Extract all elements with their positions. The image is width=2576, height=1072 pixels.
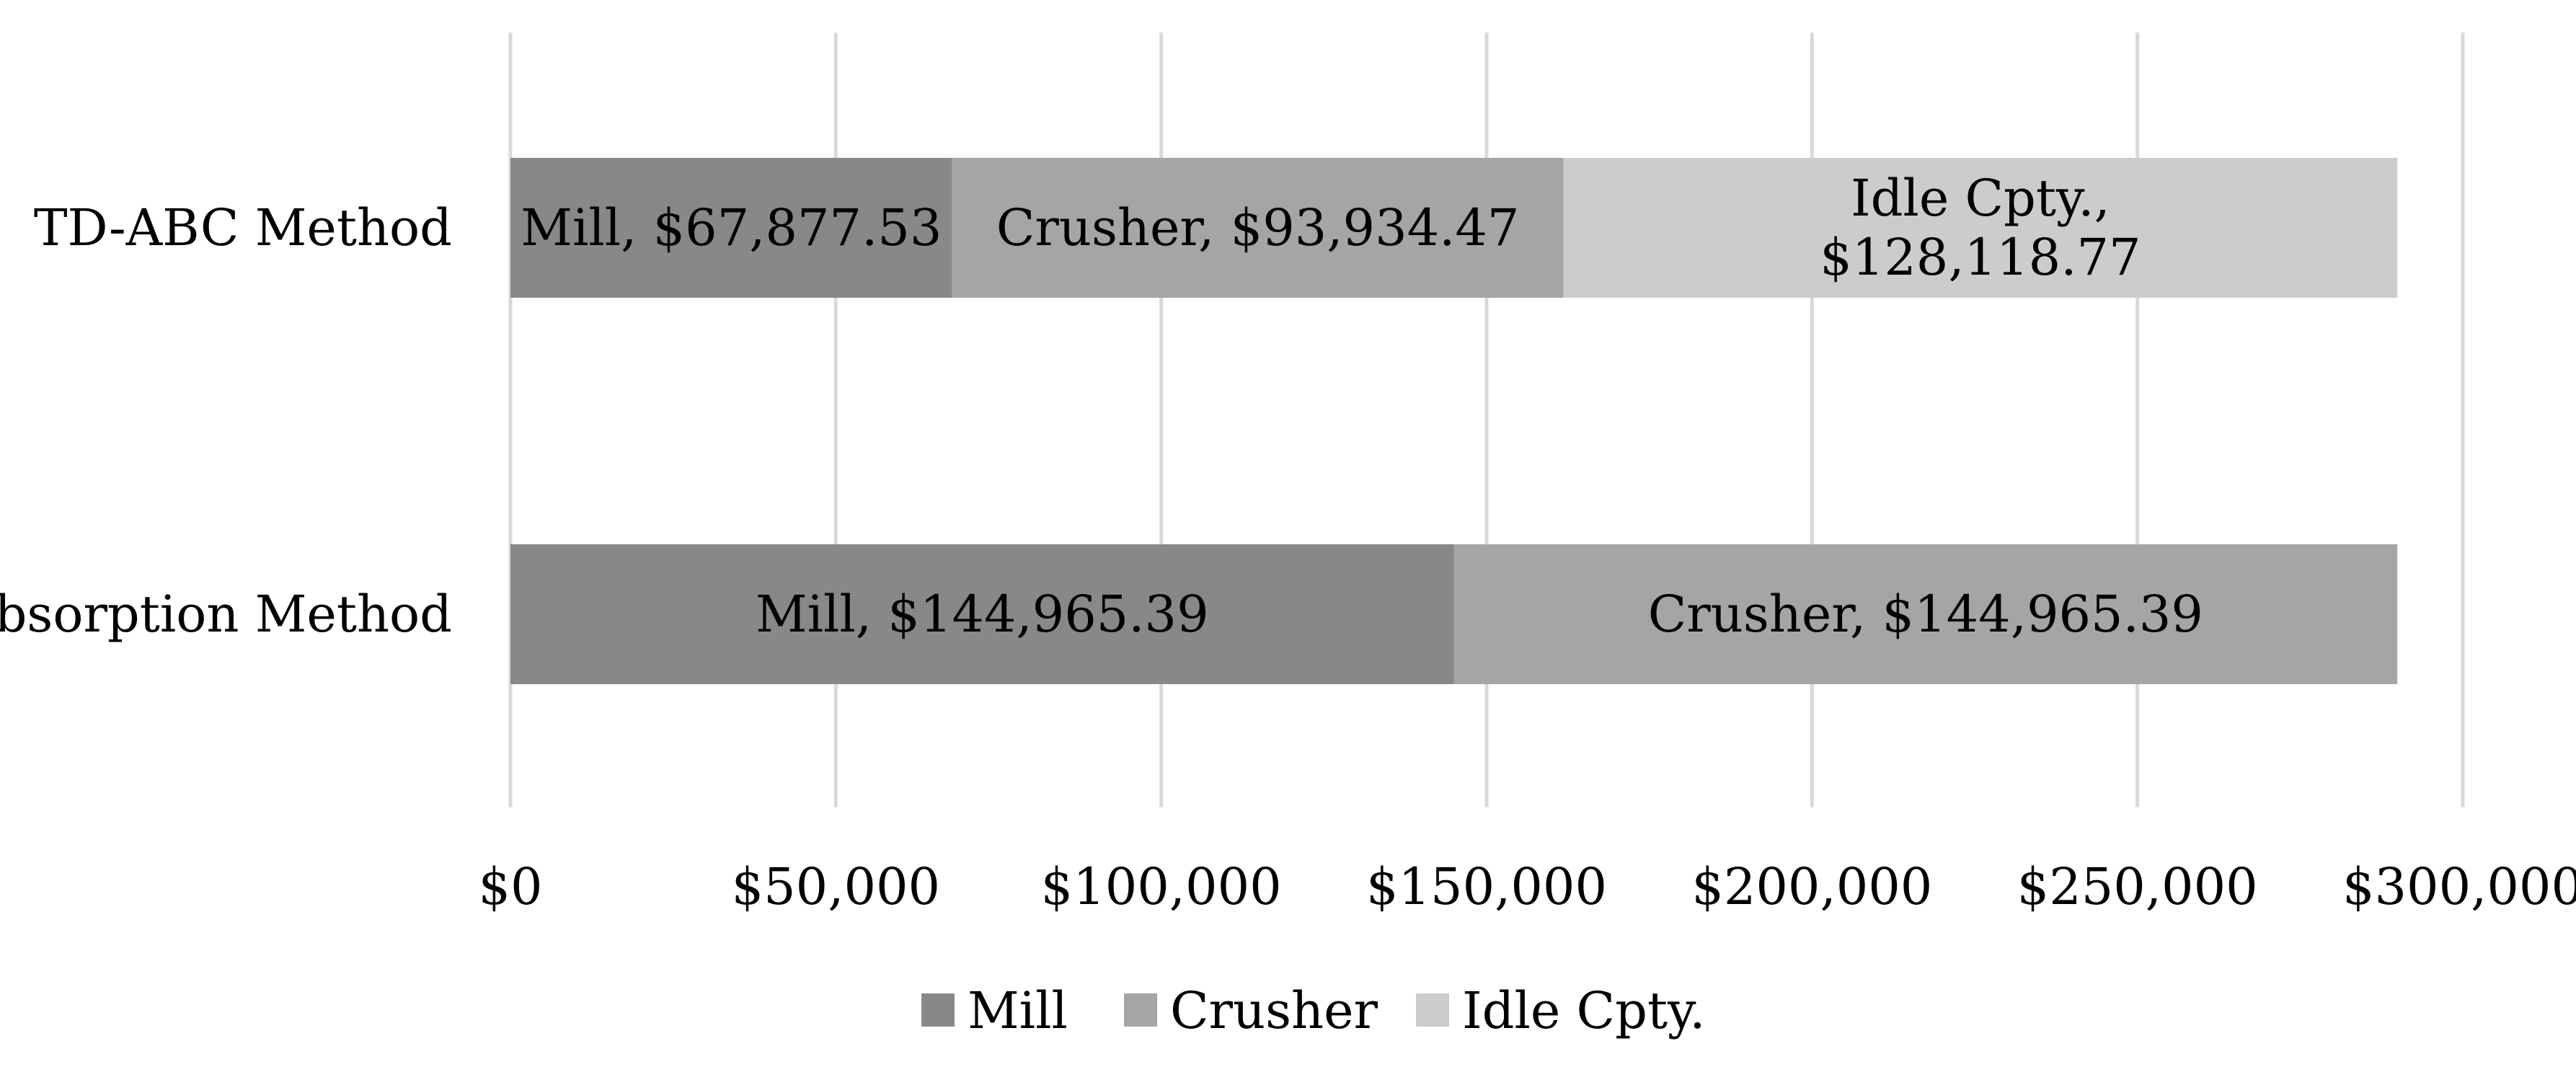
legend-label: Mill	[968, 981, 1068, 1040]
x-tick-label: $0	[478, 857, 542, 916]
category-label: Absorption Method	[0, 585, 452, 644]
legend-swatch	[1416, 993, 1449, 1027]
legend-swatch	[921, 993, 955, 1027]
legend-label: Crusher	[1170, 981, 1378, 1040]
bar-segment	[1563, 158, 2398, 298]
x-tick-label: $100,000	[1041, 857, 1282, 916]
category-axis: TD-ABC Method Absorption Method	[0, 198, 452, 644]
legend-label: Idle Cpty.	[1462, 981, 1706, 1040]
gridlines	[508, 32, 2465, 807]
x-tick-label: $150,000	[1366, 857, 1607, 916]
bar-segment	[1453, 544, 2398, 684]
x-tick-label: $250,000	[2017, 857, 2258, 916]
x-tick-label: $300,000	[2342, 857, 2576, 916]
legend: Mill Crusher Idle Cpty.	[921, 981, 1706, 1040]
x-tick-label: $200,000	[1691, 857, 1932, 916]
data-label: $128,118.77	[1820, 228, 2141, 287]
bars	[510, 158, 2398, 684]
data-labels: Mill, $67,877.53 Crusher, $93,934.47 Idle …	[521, 169, 2203, 644]
bar-segment	[952, 158, 1564, 298]
data-label: Mill, $67,877.53	[521, 198, 942, 257]
value-axis: $0 $50,000 $100,000 $150,000 $200,000 $250,00…	[478, 857, 2576, 916]
bar-segment	[510, 544, 1454, 684]
data-label: Crusher, $93,934.47	[996, 198, 1520, 257]
data-label: Crusher, $144,965.39	[1648, 585, 2203, 644]
bar-segment	[510, 158, 952, 298]
data-label: Mill, $144,965.39	[756, 585, 1209, 644]
legend-swatch	[1124, 993, 1157, 1027]
x-tick-label: $50,000	[732, 857, 940, 916]
category-label: TD-ABC Method	[34, 198, 452, 257]
data-label: Idle Cpty.,	[1851, 169, 2110, 228]
